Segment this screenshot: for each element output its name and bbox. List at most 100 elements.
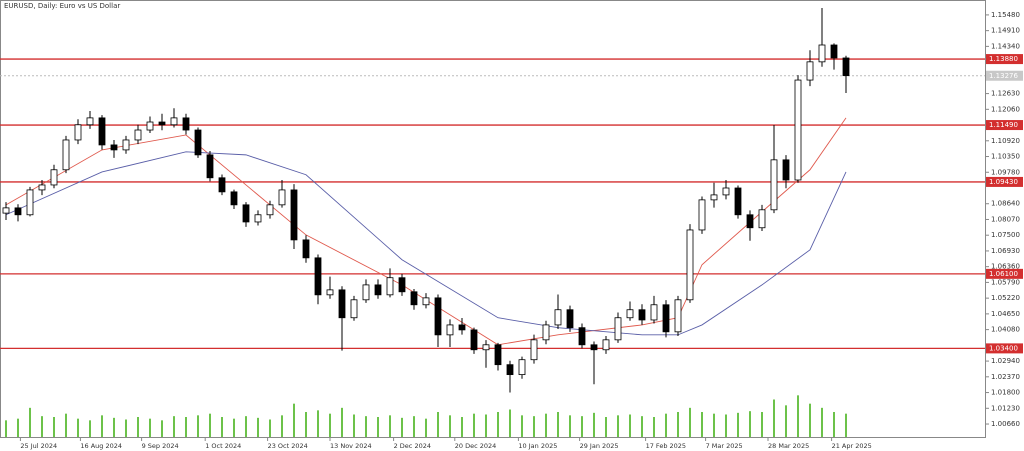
candle-body [206, 154, 214, 179]
candle-body [26, 189, 34, 216]
candle-body [86, 117, 94, 126]
candle-body [758, 209, 766, 229]
y-tick-label: 1.00660 [991, 420, 1020, 428]
x-tick-label: 28 Mar 2025 [768, 442, 809, 450]
candle-body [146, 121, 154, 131]
x-tick-label: 7 Mar 2025 [706, 442, 743, 450]
level-box [986, 268, 1023, 279]
candle-body [674, 299, 682, 333]
level-label: 1.13880 [989, 55, 1018, 63]
candle-body [566, 309, 574, 329]
candle-body [794, 79, 802, 181]
level-box [986, 54, 1023, 65]
level-box [986, 343, 1023, 354]
candle-body [98, 117, 106, 146]
y-tick-label: 1.08640 [991, 200, 1020, 208]
candle-body [242, 204, 250, 223]
x-tick-label: 1 Oct 2024 [205, 442, 241, 450]
candle-body [818, 44, 826, 63]
candle-body [770, 159, 778, 211]
candle-body [110, 144, 118, 151]
candle-body [722, 187, 730, 196]
plot-frame [0, 0, 986, 438]
x-tick-label: 29 Jan 2025 [580, 442, 619, 450]
candle-body [506, 364, 514, 376]
y-tick-label: 1.04080 [991, 326, 1020, 334]
candle-body [254, 214, 262, 223]
candle-body [554, 309, 562, 326]
candle-body [14, 207, 22, 216]
candle-body [698, 199, 706, 231]
candle-body [278, 189, 286, 206]
candle-body [350, 299, 358, 319]
candle-body [314, 257, 322, 296]
x-tick-label: 13 Nov 2024 [330, 442, 372, 450]
candle-body [74, 124, 82, 141]
candle-body [638, 309, 646, 321]
candle-body [470, 329, 478, 351]
y-tick-label: 1.07500 [991, 231, 1020, 239]
chart-title: EURUSD, Daily: Euro vs US Dollar [4, 2, 120, 10]
candle-body [230, 191, 238, 206]
x-tick-label: 10 Jan 2025 [518, 442, 557, 450]
x-tick-label: 25 Jul 2024 [20, 442, 57, 450]
x-tick-label: 21 Apr 2025 [832, 442, 872, 450]
candle-body [290, 189, 298, 241]
candle-body [518, 359, 526, 376]
candle-body [746, 214, 754, 229]
candle-body [842, 57, 850, 77]
candle-body [602, 339, 610, 351]
y-tick-label: 1.02940 [991, 357, 1020, 365]
level-label: 1.09430 [989, 178, 1018, 186]
candle-body [710, 194, 718, 201]
current-price-box [986, 70, 1023, 81]
level-box [986, 176, 1023, 187]
candle-body [158, 121, 166, 126]
y-tick-label: 1.09780 [991, 168, 1020, 176]
candle-body [38, 184, 46, 191]
y-tick-label: 1.01230 [991, 404, 1020, 412]
level-label: 1.11490 [989, 121, 1018, 129]
candle-body [446, 324, 454, 336]
candle-body [122, 139, 130, 151]
candle-body [434, 297, 442, 336]
candle-body [170, 117, 178, 126]
candle-body [398, 277, 406, 293]
y-tick-label: 1.06360 [991, 263, 1020, 271]
level-box [986, 120, 1023, 131]
level-label: 1.03400 [989, 344, 1018, 352]
y-tick-label: 1.14340 [991, 42, 1020, 50]
y-tick-label: 1.05790 [991, 278, 1020, 286]
y-tick-label: 1.02370 [991, 373, 1020, 381]
y-tick-label: 1.01800 [991, 389, 1020, 397]
y-tick-label: 1.08070 [991, 215, 1020, 223]
candle-body [806, 61, 814, 81]
y-tick-label: 1.14910 [991, 27, 1020, 35]
candle-body [2, 207, 10, 214]
candle-body [410, 291, 418, 306]
candle-body [422, 297, 430, 306]
candle-body [338, 289, 346, 319]
candle-body [482, 344, 490, 351]
candle-body [830, 44, 838, 59]
candle-body [386, 277, 394, 296]
y-tick-label: 1.12630 [991, 90, 1020, 98]
candle-body [662, 304, 670, 333]
x-tick-label: 20 Dec 2024 [455, 442, 497, 450]
candle-body [182, 117, 190, 131]
current-price-label: 1.13276 [989, 72, 1018, 80]
x-tick-label: 2 Dec 2024 [394, 442, 431, 450]
candle-body [458, 324, 466, 331]
y-tick-label: 1.10350 [991, 153, 1020, 161]
y-tick-label: 1.04650 [991, 310, 1020, 318]
candle-body [266, 204, 274, 216]
y-tick-label: 1.06930 [991, 247, 1020, 255]
candle-body [62, 139, 70, 171]
candle-body [134, 129, 142, 141]
candle-body [326, 289, 334, 296]
y-tick-label: 1.12060 [991, 105, 1020, 113]
y-tick-label: 1.10920 [991, 137, 1020, 145]
candle-body [302, 239, 310, 259]
y-tick-label: 1.15480 [991, 11, 1020, 19]
